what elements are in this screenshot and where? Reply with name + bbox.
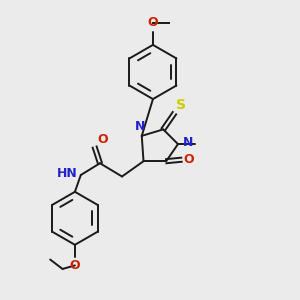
Text: HN: HN — [56, 167, 77, 180]
Text: N: N — [135, 120, 146, 133]
Text: N: N — [183, 136, 194, 149]
Text: O: O — [70, 259, 80, 272]
Text: O: O — [97, 134, 108, 146]
Text: O: O — [148, 16, 158, 29]
Text: S: S — [176, 98, 186, 112]
Text: O: O — [184, 153, 194, 166]
